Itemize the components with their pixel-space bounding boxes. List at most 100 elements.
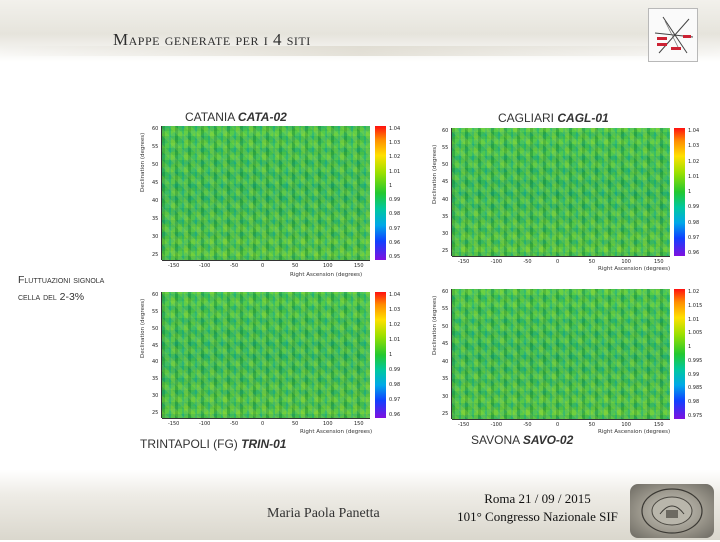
heatmap-area [162, 126, 370, 260]
x-tick-label: 50 [292, 421, 299, 427]
colorbar [674, 128, 685, 256]
y-tick-label: 45 [152, 342, 159, 349]
x-tick-label: 0 [556, 422, 560, 428]
colorbar-tick-label: 1.02 [389, 322, 401, 328]
sky-map-catania: Declination (degrees) 60 55 50 45 40 35 30 25 -… [140, 122, 410, 282]
colorbar-tick-label: 1.01 [688, 316, 700, 323]
colorbar-tick-label: 1.03 [688, 143, 700, 150]
y-tick-label: 40 [442, 358, 449, 365]
x-tick-label: -50 [230, 263, 239, 269]
y-tick-label: 40 [152, 198, 159, 204]
y-tick-label: 60 [152, 292, 159, 298]
x-axis [162, 418, 370, 419]
colorbar-tick-label: 1.01 [389, 168, 401, 175]
y-tick-label: 55 [152, 308, 159, 315]
x-tick-label: 150 [354, 263, 364, 269]
colorbar-tick-label: 0.97 [389, 397, 401, 403]
x-tick-label: 50 [588, 259, 596, 265]
x-axis-label: Right Ascension (degrees) [300, 429, 373, 435]
colorbar-tick-label: 0.97 [688, 234, 700, 241]
x-tick-label: 100 [323, 421, 333, 427]
x-axis [162, 260, 370, 261]
x-tick-label: -100 [199, 421, 211, 427]
y-tick-label: 45 [442, 341, 449, 348]
colorbar-tick-label: 0.985 [688, 385, 703, 392]
y-tick-label: 55 [442, 306, 449, 313]
colorbar-tick-label: 1 [389, 182, 393, 189]
colorbar-tick-label: 1.005 [688, 330, 703, 337]
x-tick-label: 150 [654, 422, 664, 428]
x-tick-label: -100 [490, 259, 503, 265]
y-axis [451, 128, 452, 256]
header-band [0, 0, 720, 62]
x-tick-label: -100 [490, 422, 503, 428]
x-axis-label: Right Ascension (degrees) [598, 266, 671, 272]
venue-conference: 101° Congresso Nazionale SIF [457, 509, 618, 524]
y-tick-label: 50 [152, 162, 159, 168]
x-tick-label: 100 [621, 422, 631, 428]
station-name: SAVO-02 [522, 433, 574, 447]
heatmap-area [452, 289, 670, 419]
map-caption-catania: CATANIA CATA-02 [185, 110, 287, 124]
x-tick-label: 100 [621, 259, 631, 265]
x-tick-label: -150 [168, 421, 180, 427]
colorbar [375, 292, 386, 418]
y-tick-label: 45 [152, 180, 159, 186]
y-axis-label: Declination (degrees) [432, 144, 438, 204]
y-axis-label: Declination (degrees) [140, 298, 146, 358]
colorbar-tick-label: 1.03 [389, 307, 401, 313]
y-tick-label: 50 [442, 323, 449, 330]
x-tick-label: 0 [261, 421, 265, 427]
y-tick-label: 60 [442, 289, 449, 295]
y-tick-label: 55 [442, 145, 449, 152]
colorbar-tick-label: 1.02 [688, 158, 700, 165]
side-note: Fluttuazioni signola cella del 2-3% [18, 272, 104, 306]
station-name: TRIN-01 [241, 437, 287, 451]
sky-map-savona: Declination (degrees) 60 55 50 45 40 35 30 25 -… [430, 285, 703, 437]
colorbar-tick-label: 0.98 [688, 219, 700, 226]
y-tick-label: 25 [152, 410, 159, 416]
x-axis-label: Right Ascension (degrees) [598, 429, 671, 435]
y-tick-label: 50 [442, 162, 449, 169]
colorbar-tick-label: 0.98 [688, 399, 700, 406]
x-tick-label: -100 [199, 263, 211, 269]
y-tick-label: 25 [442, 248, 449, 254]
heatmap-area [452, 128, 670, 256]
colorbar-tick-label: 0.95 [389, 254, 401, 260]
x-tick-label: -50 [523, 422, 532, 428]
colorbar-tick-label: 0.96 [389, 239, 401, 246]
x-tick-label: 50 [292, 263, 299, 269]
station-name: CATA-02 [237, 110, 287, 124]
colorbar-tick-label: 1.015 [688, 302, 703, 309]
colorbar-tick-label: 0.99 [389, 197, 401, 204]
y-tick-label: 45 [442, 179, 449, 186]
venue-date: Roma 21 / 09 / 2015 [484, 491, 591, 506]
venue-info: Roma 21 / 09 / 2015 101° Congresso Nazio… [430, 490, 645, 526]
x-tick-label: -50 [523, 259, 532, 265]
y-tick-label: 55 [152, 144, 159, 150]
y-tick-label: 35 [152, 376, 159, 383]
x-tick-label: 0 [556, 259, 560, 265]
slide-title: Mappe generate per i 4 siti [113, 30, 311, 49]
footer-band [0, 470, 720, 540]
colorbar-tick-label: 1.02 [389, 154, 401, 161]
x-axis [452, 256, 670, 257]
colorbar-tick-label: 0.98 [389, 382, 401, 388]
colorbar-tick-label: 1.01 [688, 173, 700, 180]
y-axis-label: Declination (degrees) [432, 295, 438, 355]
colorbar-tick-label: 0.99 [389, 367, 401, 373]
colorbar-tick-label: 1 [688, 189, 692, 195]
map-caption-trintapoli: TRINTAPOLI (FG) TRIN-01 [140, 437, 286, 451]
colorbar-tick-label: 1.01 [389, 337, 401, 343]
y-axis [161, 126, 162, 260]
colorbar-tick-label: 1.03 [389, 140, 401, 147]
x-tick-label: -150 [168, 263, 180, 269]
x-axis [452, 419, 670, 420]
site-name: CATANIA [185, 110, 235, 124]
x-tick-label: -150 [458, 259, 470, 265]
colorbar-tick-label: 1 [389, 352, 393, 358]
colorbar-tick-label: 0.96 [389, 412, 401, 418]
y-axis [451, 289, 452, 419]
x-tick-label: 50 [588, 422, 596, 428]
university-seal-icon [630, 484, 714, 538]
